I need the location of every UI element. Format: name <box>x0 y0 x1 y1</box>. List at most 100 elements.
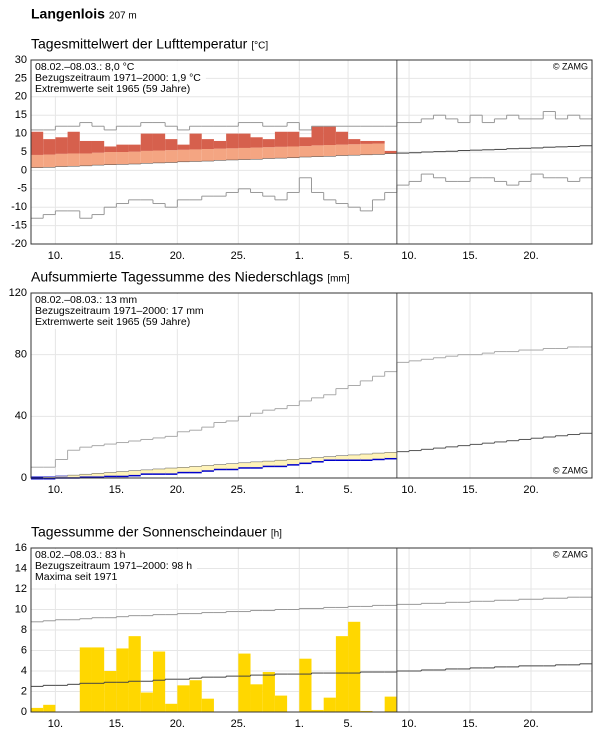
y-tick-label: 0 <box>21 706 27 718</box>
band <box>348 144 361 155</box>
bar <box>323 697 336 712</box>
band <box>287 131 300 147</box>
chart: Tagesmittelwert der Lufttemperatur [°C] -2… <box>11 36 593 262</box>
band <box>128 144 141 152</box>
band <box>201 149 214 161</box>
info-line: 08.02.–08.03.: 83 h <box>35 549 126 561</box>
x-tick-label: 15. <box>109 718 124 729</box>
band <box>116 152 129 165</box>
band <box>311 145 324 157</box>
y-tick-label: 6 <box>21 644 27 656</box>
band <box>165 150 178 163</box>
x-tick-label: 10. <box>48 484 63 496</box>
band <box>274 460 288 466</box>
x-tick-label: 15. <box>462 484 477 496</box>
info-line: Bezugszeitraum 1971–2000: 98 h <box>35 560 192 572</box>
band <box>116 471 129 476</box>
x-tick-label: 25. <box>231 484 246 496</box>
bar <box>165 703 178 712</box>
band <box>104 146 117 152</box>
band <box>201 465 214 471</box>
band <box>55 137 68 154</box>
band <box>335 144 349 156</box>
band <box>311 457 324 462</box>
plot-frame <box>30 547 593 713</box>
chart: Tagessumme der Sonnenscheindauer [h] 0 2 4 6 8… <box>15 524 593 729</box>
bar <box>43 704 56 712</box>
bar <box>116 648 129 712</box>
band <box>274 131 288 147</box>
x-tick-label: 15. <box>109 484 124 496</box>
band <box>372 143 385 155</box>
bar <box>79 647 92 712</box>
y-tick-label: 2 <box>21 685 27 697</box>
band <box>79 474 92 477</box>
chart-title: Tagessumme der Sonnenscheindauer <box>31 524 267 540</box>
info-line: Maxima seit 1971 <box>35 571 117 583</box>
y-tick-label: 30 <box>15 54 27 66</box>
band <box>201 139 214 150</box>
band <box>299 137 312 147</box>
y-tick-label: -5 <box>17 183 27 195</box>
band <box>250 147 263 159</box>
y-tick-label: 12 <box>15 583 27 595</box>
band <box>116 144 129 152</box>
chart-unit: [h] <box>271 529 282 540</box>
y-tick-label: -20 <box>11 238 27 250</box>
bar <box>311 709 324 712</box>
station-name: Langenlois <box>31 6 105 22</box>
band <box>79 140 92 154</box>
band <box>348 455 361 460</box>
bar <box>274 695 288 712</box>
chart-title: Tagesmittelwert der Lufttemperatur <box>31 36 248 52</box>
band <box>250 462 263 468</box>
bar <box>104 671 117 712</box>
band <box>360 140 373 144</box>
info-line: 08.02.–08.03.: 13 mm <box>35 294 137 306</box>
band <box>79 153 92 166</box>
bar <box>128 636 141 712</box>
x-tick-label: 1. <box>295 250 304 262</box>
y-tick-label: 10 <box>15 603 27 615</box>
info-line: Bezugszeitraum 1971–2000: 1,9 °C <box>35 72 201 84</box>
band <box>177 467 190 472</box>
y-tick-label: 15 <box>15 109 27 121</box>
y-tick-label: 0 <box>21 164 27 176</box>
info-line: Extremwerte seit 1965 (59 Jahre) <box>35 83 190 95</box>
x-tick-label: 10. <box>48 718 63 729</box>
chart-title: Aufsummierte Tagessumme des Niederschlag… <box>31 269 323 285</box>
band <box>67 475 80 478</box>
bar <box>384 696 397 712</box>
y-tick-label: 120 <box>9 287 27 299</box>
band <box>323 145 336 157</box>
band <box>226 463 239 469</box>
band <box>140 150 153 164</box>
band <box>287 459 300 465</box>
band <box>140 133 153 151</box>
band <box>274 146 288 158</box>
band <box>91 152 105 165</box>
band <box>165 468 178 474</box>
y-tick-label: -15 <box>11 220 27 232</box>
x-tick-label: 20. <box>170 484 185 496</box>
bar <box>250 684 263 712</box>
y-tick-label: 8 <box>21 624 27 636</box>
band <box>311 126 324 146</box>
band <box>238 463 251 468</box>
band <box>55 476 68 478</box>
band <box>213 464 227 469</box>
band <box>299 146 312 157</box>
band <box>238 133 251 148</box>
band <box>299 458 312 463</box>
y-tick-label: 20 <box>15 91 27 103</box>
plot-frame <box>30 292 593 479</box>
band <box>360 143 373 155</box>
band <box>128 470 141 475</box>
band <box>213 148 227 161</box>
band <box>287 146 300 158</box>
band <box>384 452 397 458</box>
x-tick-label: 25. <box>231 250 246 262</box>
band <box>238 147 251 160</box>
band <box>67 131 80 154</box>
band <box>177 149 190 162</box>
